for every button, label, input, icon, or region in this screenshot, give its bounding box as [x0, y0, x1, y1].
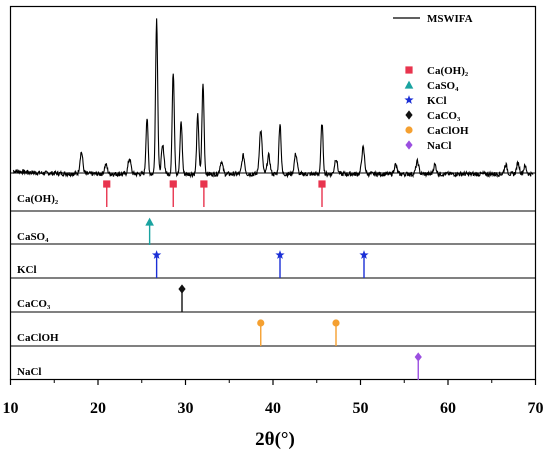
phase-label: CaCO₃: [17, 298, 51, 310]
phase-panel: NaCl: [17, 352, 422, 380]
legend: MSWIFA Ca(OH)₂ CaSO₄ KCl CaCO₃ CaClOH NaCl: [393, 13, 473, 152]
phase-label: CaClOH: [17, 332, 59, 344]
x-tick-label: 60: [440, 400, 456, 417]
legend-label-mswifa: MSWIFA: [427, 13, 473, 25]
x-tick-label: 50: [353, 400, 369, 417]
phase-peak-marker: [414, 352, 422, 362]
x-axis: 10 20 30 40 50 60 70: [3, 379, 544, 417]
phase-panel: Ca(OH)₂: [17, 180, 326, 207]
phase-peak-marker: [200, 180, 208, 188]
phase-panel: CaClOH: [17, 319, 340, 346]
phase-panel: KCl: [17, 250, 369, 278]
plot-frame: [9, 5, 537, 381]
phase-peak-marker: [152, 250, 162, 259]
phase-peak-marker: [103, 180, 111, 188]
phase-peak-marker: [275, 250, 285, 259]
legend-label: Ca(OH)₂: [427, 65, 469, 77]
phase-peak-marker: [169, 180, 177, 188]
legend-marker: [405, 140, 413, 150]
phase-peak-marker: [145, 217, 154, 226]
phase-peak-marker: [257, 319, 265, 327]
phase-label: Ca(OH)₂: [17, 193, 59, 205]
main-series-group: [12, 18, 534, 179]
legend-marker: [405, 66, 413, 74]
phase-label: KCl: [17, 264, 37, 276]
legend-marker: [404, 80, 414, 89]
legend-label: NaCl: [427, 140, 451, 152]
x-tick-label: 10: [3, 400, 19, 417]
x-tick-label: 70: [528, 400, 544, 417]
x-tick-label: 30: [178, 400, 194, 417]
phase-peak-marker: [359, 250, 369, 259]
legend-label: KCl: [427, 95, 447, 107]
legend-marker: [405, 126, 413, 134]
phase-peak-marker: [332, 319, 340, 327]
panel-separators: [10, 172, 536, 347]
phase-peak-marker: [318, 180, 326, 188]
x-axis-label: 2θ(°): [255, 429, 295, 450]
legend-label: CaSO₄: [427, 80, 459, 92]
legend-marker: [404, 95, 414, 104]
mswifa-pattern-line: [12, 18, 534, 179]
legend-label: CaCO₃: [427, 110, 461, 122]
reference-phases: Ca(OH)₂ CaSO₄ KCl CaCO₃ CaClOH NaCl: [17, 180, 422, 380]
phase-label: NaCl: [17, 366, 41, 378]
phase-panel: CaCO₃: [17, 284, 186, 312]
legend-marker: [405, 110, 413, 120]
legend-label: CaClOH: [427, 125, 469, 137]
x-tick-label: 20: [90, 400, 106, 417]
phase-label: CaSO₄: [17, 231, 49, 243]
phase-panel: CaSO₄: [17, 217, 154, 245]
phase-peak-marker: [178, 284, 186, 294]
x-tick-label: 40: [265, 400, 281, 417]
